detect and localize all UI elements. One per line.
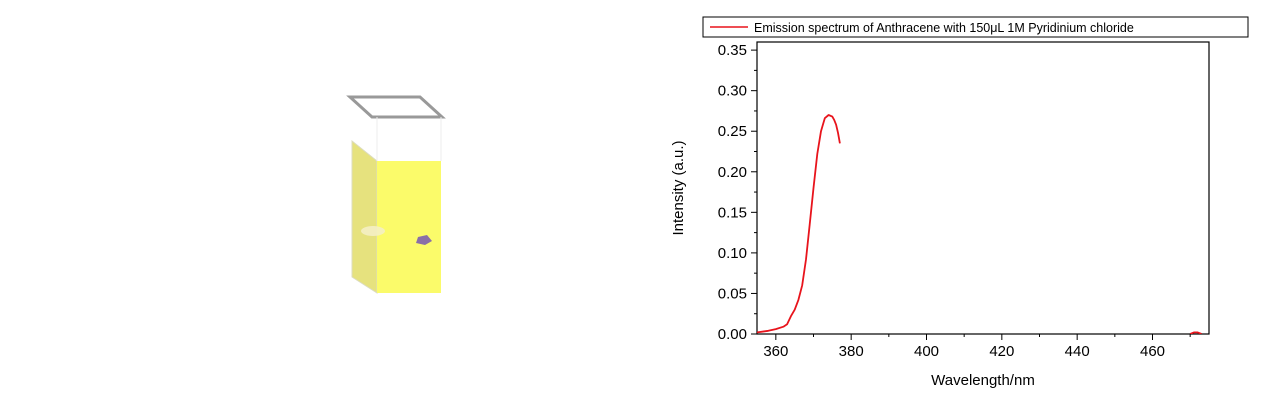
- legend: Emission spectrum of Anthracene with 150…: [702, 16, 1249, 38]
- y-tick-label: 0.30: [718, 83, 747, 100]
- y-tick-label: 0.20: [718, 164, 747, 181]
- y-axis-title: Intensity (a.u.): [670, 140, 687, 235]
- series-layer: [757, 114, 1202, 334]
- y-tick-label: 0.00: [718, 326, 747, 343]
- cuvette-front-face: [377, 161, 441, 293]
- y-tick-label: 0.15: [718, 204, 747, 221]
- sample-particle-icon: [416, 235, 432, 245]
- x-axis-title: Wavelength/nm: [931, 372, 1035, 389]
- x-tick-label: 420: [989, 343, 1014, 360]
- y-tick-label: 0.10: [718, 245, 747, 262]
- cuvette-illustration: [346, 95, 446, 294]
- glow-spot: [361, 226, 385, 236]
- x-tick-label: 460: [1140, 343, 1165, 360]
- series-line: [757, 114, 841, 334]
- x-tick-label: 360: [763, 343, 788, 360]
- y-tick-label: 0.05: [718, 285, 747, 302]
- y-tick-label: 0.35: [718, 42, 747, 59]
- x-tick-label: 400: [914, 343, 939, 360]
- y-tick-label: 0.25: [718, 123, 747, 140]
- series-line: [1189, 331, 1202, 334]
- legend-entry-label: Emission spectrum of Anthracene with 150…: [754, 21, 1134, 35]
- cuvette-lid: [346, 95, 446, 119]
- legend-box: [702, 16, 1249, 38]
- plot-frame: [756, 41, 1210, 335]
- x-tick-label: 440: [1065, 343, 1090, 360]
- x-tick-label: 380: [839, 343, 864, 360]
- axis-ticks: 360 380 400 420 440 460 0.00 0.05 0.10 0.15 0.20 0.…: [718, 42, 1191, 360]
